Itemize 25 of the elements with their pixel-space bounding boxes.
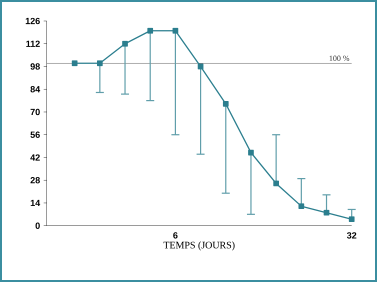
point xyxy=(324,210,330,216)
point xyxy=(172,28,178,34)
x-tick-label: 32 xyxy=(346,232,356,239)
y-tick-label: 28 xyxy=(30,177,40,184)
point xyxy=(72,60,78,66)
x-axis-title: TEMPS (JOURS) xyxy=(164,241,235,250)
point xyxy=(222,101,229,107)
y-tick-label: 98 xyxy=(30,63,40,70)
x-tick-label: 6 xyxy=(173,232,178,239)
y-tick-label: 56 xyxy=(30,132,40,138)
y-tick-label: 42 xyxy=(30,154,40,161)
point xyxy=(96,60,103,66)
y-tick-label: 70 xyxy=(30,108,40,116)
y-tick-label: 126 xyxy=(26,18,40,24)
point xyxy=(348,216,355,222)
point xyxy=(198,64,204,70)
y-tick-label: 0 xyxy=(36,222,40,229)
y-tick-label: 112 xyxy=(26,40,40,47)
point xyxy=(248,150,254,156)
point xyxy=(122,40,128,47)
point xyxy=(147,28,154,34)
y-tick-label: 14 xyxy=(30,200,40,206)
point xyxy=(298,203,304,210)
point xyxy=(273,180,279,186)
y-tick-label: 84 xyxy=(30,86,40,92)
